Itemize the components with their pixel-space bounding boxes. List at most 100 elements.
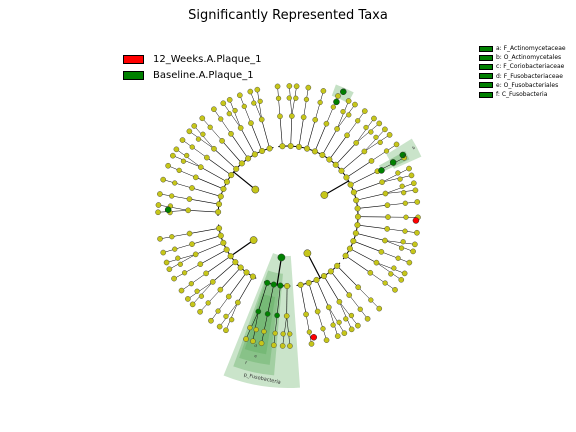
leaf-node [286, 83, 293, 89]
leaf-node [406, 259, 413, 266]
class-branch [290, 116, 293, 147]
order-node [312, 116, 319, 123]
class-node [352, 230, 359, 237]
group-legend-item: 12_Weeks.A.Plaque_1 [123, 51, 262, 67]
class-branch [200, 249, 227, 265]
leaf-branch [370, 272, 396, 291]
class-node [346, 245, 353, 252]
class-branch [349, 248, 377, 263]
genus-node [340, 109, 346, 115]
leaf-branch [381, 251, 410, 263]
class-node [217, 232, 224, 239]
leaf-branch [252, 311, 259, 342]
order-node [361, 148, 368, 155]
leaf-branch [158, 204, 189, 211]
genus-node [184, 152, 190, 159]
leaf-node [352, 101, 358, 108]
genus-node [172, 246, 178, 252]
leaf-branch [291, 86, 297, 117]
leaf-branch [282, 315, 287, 346]
leaf-branch [339, 301, 359, 326]
leaf-node [293, 83, 300, 90]
leaf-node [199, 115, 206, 122]
leaf-node [341, 330, 348, 336]
genus-node [368, 297, 374, 303]
genus-node [247, 325, 253, 331]
genus-node [357, 306, 363, 312]
order-node [192, 174, 199, 181]
genus-node [218, 116, 224, 122]
genus-node [176, 167, 182, 173]
class-node [245, 155, 252, 162]
phylum-node [249, 236, 258, 244]
class-node [243, 269, 250, 276]
genus-node [320, 326, 326, 332]
genus-node [346, 112, 352, 118]
genus-node [261, 328, 267, 335]
order-node [373, 259, 380, 266]
class-node [237, 264, 244, 271]
leaf-node [361, 108, 368, 114]
leaf-node [223, 327, 229, 334]
leaf-node [411, 180, 417, 187]
order-node [336, 298, 343, 305]
order-node [283, 313, 290, 319]
enriched-12-weeks-node [310, 334, 318, 341]
leaf-node [320, 88, 327, 94]
class-branch [195, 177, 224, 190]
leaf-node [178, 287, 185, 294]
leaf-node [173, 146, 180, 153]
leaf-branch [356, 123, 380, 144]
leaf-node [364, 315, 371, 322]
genus-node [280, 331, 286, 337]
leaf-branch [169, 254, 196, 270]
genus-node [172, 180, 178, 186]
class-branch [250, 123, 263, 152]
leaf-branch [328, 307, 345, 334]
genus-node [330, 104, 336, 110]
leaf-branch [371, 144, 397, 162]
class-node [313, 276, 320, 283]
leaf-node [345, 98, 352, 104]
class-branch [308, 282, 318, 312]
leaf-branch [355, 118, 375, 144]
cladogram-nodes [155, 83, 421, 349]
leaf-node [258, 340, 265, 347]
genus-node [368, 129, 374, 135]
leaf-branch [303, 87, 309, 118]
leaf-node [392, 287, 398, 293]
class-node [223, 178, 230, 185]
leaf-node [157, 236, 163, 242]
clade-label-d: d [254, 343, 258, 349]
leaf-branch [286, 315, 291, 347]
leaf-node [243, 336, 249, 342]
class-node [295, 143, 302, 150]
genus-node [226, 111, 232, 117]
leaf-node [166, 266, 173, 272]
order-node [379, 179, 385, 185]
order-node [209, 279, 216, 285]
leaf-branch [219, 302, 239, 327]
class-branch [330, 271, 350, 296]
class-node [215, 209, 222, 216]
leaf-branch [339, 301, 352, 330]
leaf-node [185, 296, 191, 302]
leaf-node [157, 191, 163, 197]
class-branch [230, 133, 249, 159]
leaf-node [393, 141, 400, 148]
order-node [353, 140, 359, 146]
genus-node [373, 134, 379, 140]
class-node [216, 225, 223, 232]
leaf-branch [245, 311, 259, 340]
leaf-node [197, 308, 203, 315]
leaf-node [186, 128, 193, 135]
order-node [274, 312, 280, 319]
leaf-branch [328, 307, 338, 337]
leaf-node [211, 106, 217, 112]
class-node [305, 279, 312, 286]
leaf-node [355, 322, 361, 329]
leaf-node [398, 277, 405, 283]
leaf-node [412, 187, 419, 194]
order-node [346, 292, 353, 298]
